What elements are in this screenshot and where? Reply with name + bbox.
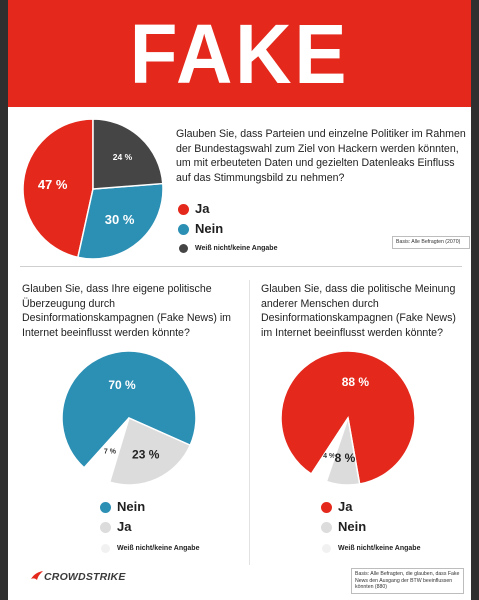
legend-swatch xyxy=(179,244,188,253)
legend-swatch xyxy=(321,522,332,533)
crowdstrike-falcon-icon xyxy=(31,571,43,580)
basis-note-2: Basis: Alle Befragten, die glauben, dass… xyxy=(351,568,464,594)
pie-data-label: 24 % xyxy=(113,152,133,162)
legend-swatch xyxy=(100,522,111,533)
section-divider xyxy=(20,266,462,267)
pie-slice-nein xyxy=(61,350,197,469)
legend-label: Nein xyxy=(117,499,146,514)
pie-data-label: 23 % xyxy=(132,448,160,462)
logo-text: CROWDSTRIKE xyxy=(44,571,126,583)
pie-slice-ja xyxy=(280,350,416,485)
pie-chart-2: 70 % 7 % 23 % xyxy=(61,350,197,486)
legend-label: Nein xyxy=(338,519,367,534)
pie-data-label: 4 % xyxy=(323,453,336,460)
question-2: Glauben Sie, dass Ihre eigene politische… xyxy=(22,283,232,339)
pie-slice-wei-nicht-keine-angabe xyxy=(92,118,164,190)
pie-chart-1: 47 % 30 % 24 % xyxy=(22,118,164,260)
legend-swatch xyxy=(178,224,189,235)
pie-slice-nein xyxy=(325,417,361,486)
legend-swatch xyxy=(100,502,111,513)
legend-label: Weiß nicht/keine Angabe xyxy=(117,545,200,552)
column-divider xyxy=(249,280,250,565)
pie-data-label: 70 % xyxy=(108,378,136,392)
basis-note-1: Basis: Alle Befragten (2070) xyxy=(392,236,470,249)
legend-swatch xyxy=(321,502,332,513)
infographic-page: FAKE NEWS Glauben Sie, dass Parteien und… xyxy=(8,0,471,600)
legend-label: Ja xyxy=(195,201,210,216)
pie-data-label: 7 % xyxy=(104,448,117,455)
legend-swatch xyxy=(322,544,331,553)
legend-label: Nein xyxy=(195,221,224,236)
pie-chart-3: 88 % 4 % 8 % xyxy=(280,350,416,486)
pie-data-label: 30 % xyxy=(105,212,135,227)
legend-swatch xyxy=(178,204,189,215)
legend-label: Weiß nicht/keine Angabe xyxy=(338,545,421,552)
pie-data-label: 88 % xyxy=(342,375,370,389)
legend-label: Ja xyxy=(338,499,353,514)
header-banner: FAKE NEWS xyxy=(8,0,471,192)
legend-label: Ja xyxy=(117,519,132,534)
pie-slice-nein xyxy=(76,182,164,260)
pie-data-label: 47 % xyxy=(38,177,68,192)
legend-label: Weiß nicht/keine Angabe xyxy=(195,245,278,252)
banner-title: FAKE NEWS xyxy=(116,7,363,193)
pie-slice-ja xyxy=(108,416,192,486)
pie-slice-ja xyxy=(22,118,94,259)
question-1: Glauben Sie, dass Parteien und einzelne … xyxy=(176,128,466,184)
question-3: Glauben Sie, dass die politische Meinung… xyxy=(261,283,456,339)
legend-swatch xyxy=(101,544,110,553)
pie-data-label: 8 % xyxy=(335,451,356,465)
